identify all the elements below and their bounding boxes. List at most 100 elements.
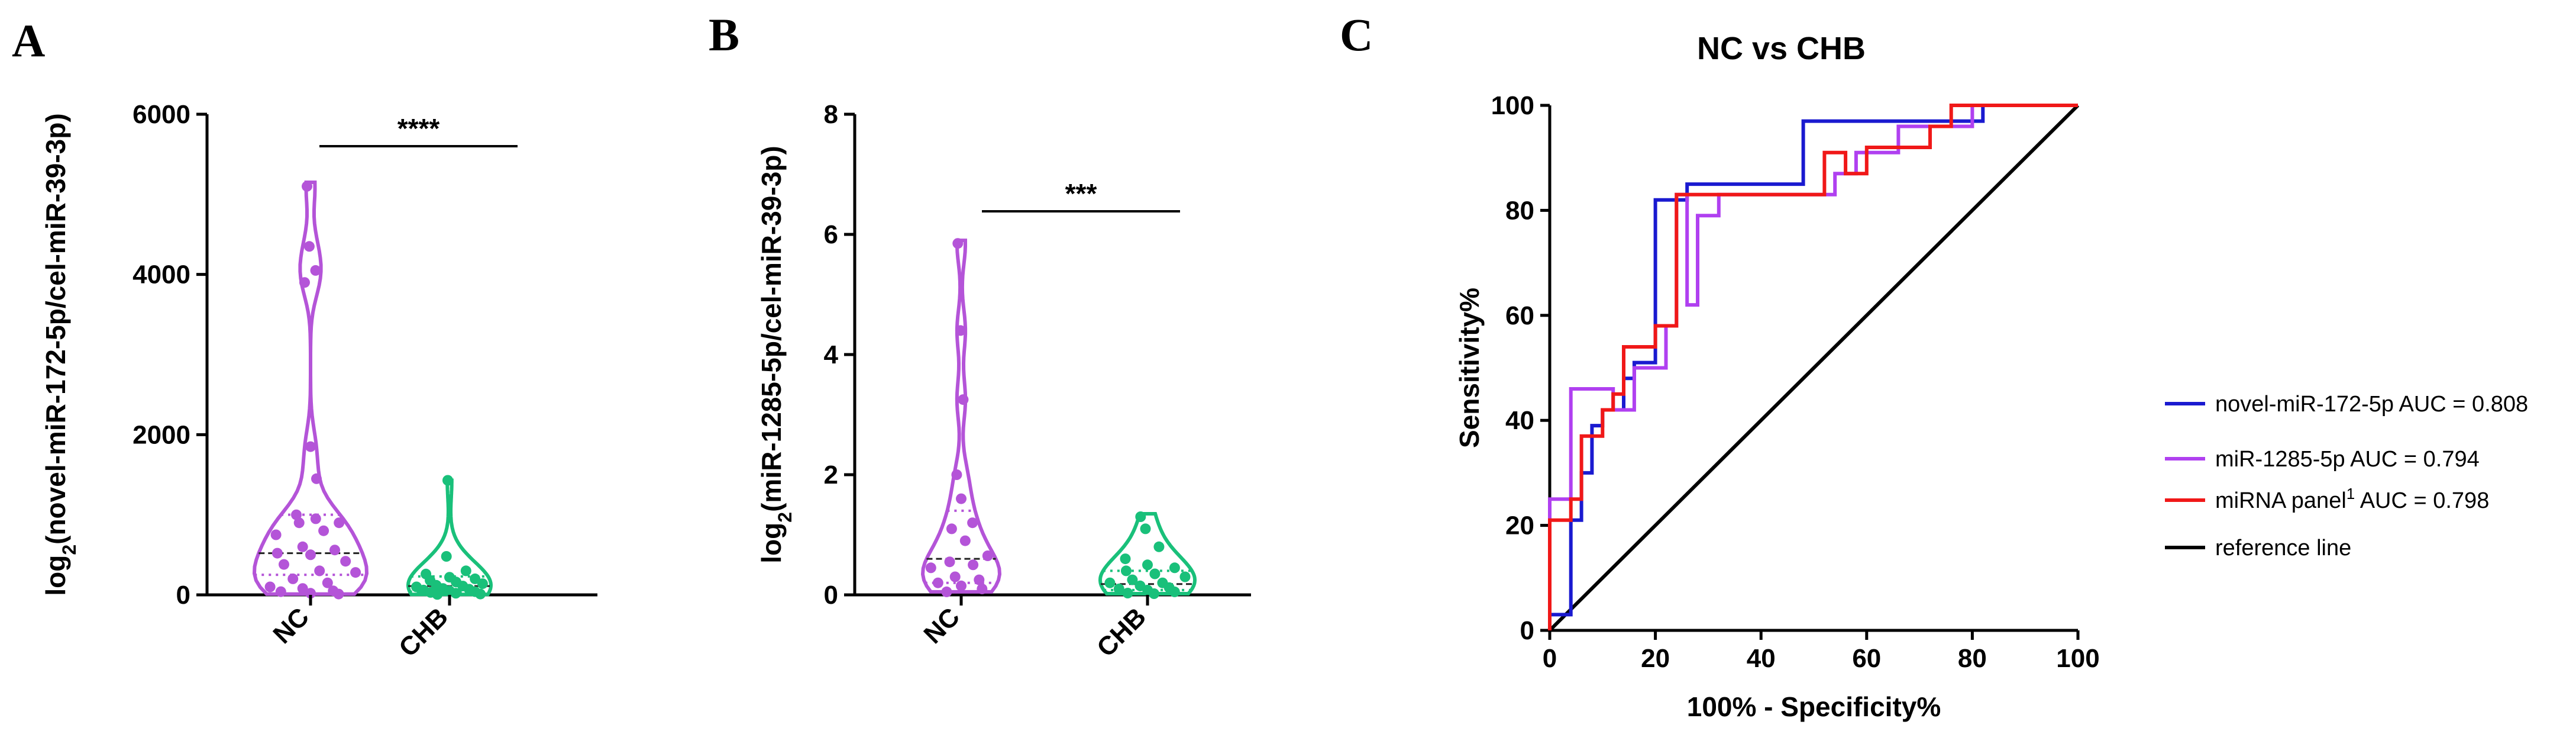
x-tick-label: 20 xyxy=(1641,644,1670,673)
data-point xyxy=(956,493,967,504)
x-tick-label: 100 xyxy=(2056,644,2099,673)
y-axis-label: Sensitivity% xyxy=(1454,288,1485,448)
legend-label: miR-1285-5p AUC = 0.794 xyxy=(2215,447,2480,472)
y-tick-label: 4000 xyxy=(132,260,190,289)
y-tick-label: 40 xyxy=(1505,406,1534,435)
data-point xyxy=(951,469,962,480)
data-point xyxy=(974,574,985,585)
data-point xyxy=(441,551,452,562)
data-point xyxy=(1113,583,1124,594)
data-point xyxy=(279,559,289,570)
y-axis-label: log2(miR-1285-5p/cel-miR-39-3p) xyxy=(756,146,796,563)
y-tick-label: 8 xyxy=(824,100,838,129)
roc-curve-1 xyxy=(1548,104,2078,630)
panel-letter-a: A xyxy=(12,15,45,66)
data-point xyxy=(1140,523,1151,534)
data-point xyxy=(297,583,308,594)
data-point xyxy=(949,571,961,582)
data-point xyxy=(944,556,955,568)
data-point xyxy=(310,265,321,276)
data-point xyxy=(1169,586,1180,597)
y-tick-label: 60 xyxy=(1505,301,1534,330)
x-tick-label-nc: NC xyxy=(918,602,965,649)
roc-curve-3 xyxy=(1548,104,2078,630)
data-point xyxy=(470,573,481,584)
y-tick-label: 4 xyxy=(824,340,839,369)
violin-chart-a: 0 2000 4000 6000 log2(novel-miR-172-5p/cel-m… xyxy=(40,100,597,662)
data-point xyxy=(310,513,321,524)
data-point xyxy=(305,549,316,561)
data-point xyxy=(1120,553,1131,565)
data-point xyxy=(287,573,299,584)
data-point xyxy=(959,535,971,546)
legend-label: novel-miR-172-5p AUC = 0.808 xyxy=(2215,392,2528,417)
data-point xyxy=(1169,562,1180,574)
data-point xyxy=(958,394,969,405)
data-point xyxy=(297,541,308,552)
data-point xyxy=(432,589,443,600)
data-point xyxy=(1120,565,1132,577)
data-point xyxy=(982,550,993,561)
data-point xyxy=(1135,511,1146,522)
data-point xyxy=(302,181,312,192)
data-point xyxy=(322,577,333,588)
data-point xyxy=(311,473,322,484)
data-point xyxy=(329,545,340,556)
data-point xyxy=(967,517,978,529)
data-point xyxy=(291,509,302,520)
data-point xyxy=(955,325,966,336)
data-point xyxy=(350,567,361,578)
data-point xyxy=(952,238,964,249)
data-point xyxy=(334,517,345,529)
significance-label: *** xyxy=(1065,178,1097,209)
data-point xyxy=(968,559,979,571)
data-point xyxy=(946,523,957,534)
y-tick-label: 6000 xyxy=(132,100,190,129)
panel-letter-c: C xyxy=(1340,9,1373,60)
y-tick-label: 0 xyxy=(824,581,838,610)
data-point xyxy=(1142,559,1153,571)
data-point xyxy=(303,241,315,252)
reference-line xyxy=(1548,104,2080,632)
y-tick-label: 80 xyxy=(1505,196,1534,225)
legend-label: miRNA panel1 AUC = 0.798 xyxy=(2215,485,2489,513)
y-tick-label: 100 xyxy=(1491,91,1534,120)
data-point xyxy=(1104,577,1116,588)
data-point xyxy=(340,556,351,567)
x-tick-label-chb: CHB xyxy=(393,602,454,662)
y-tick-label: 6 xyxy=(824,220,838,249)
data-point xyxy=(272,548,283,559)
data-point xyxy=(442,475,453,486)
data-point xyxy=(477,578,488,590)
legend-label: reference line xyxy=(2215,536,2351,561)
data-point xyxy=(1149,568,1161,579)
data-point xyxy=(475,588,486,600)
panel-letter-b: B xyxy=(709,9,739,60)
x-tick-label: 40 xyxy=(1747,644,1776,673)
data-point xyxy=(1149,588,1159,599)
data-point xyxy=(305,588,316,599)
data-point xyxy=(1127,574,1138,585)
data-point xyxy=(264,581,276,592)
data-point xyxy=(318,525,329,536)
x-tick-label-nc: NC xyxy=(267,602,315,649)
data-point xyxy=(1122,588,1133,598)
x-axis-label: 100% - Specificity% xyxy=(1687,691,1941,722)
data-point xyxy=(314,565,325,577)
significance-label: **** xyxy=(397,113,440,144)
data-point xyxy=(305,441,316,452)
data-point xyxy=(293,517,305,529)
data-point xyxy=(1153,541,1165,552)
data-point xyxy=(275,586,286,597)
data-point xyxy=(1179,571,1191,582)
data-point xyxy=(333,588,344,600)
data-point xyxy=(450,588,461,599)
data-point xyxy=(941,586,952,597)
x-tick-label: 0 xyxy=(1543,644,1557,673)
data-point xyxy=(270,529,282,540)
y-tick-label: 20 xyxy=(1505,511,1534,540)
data-point xyxy=(956,580,967,591)
data-point xyxy=(299,277,310,288)
y-axis-label: log2(novel-miR-172-5p/cel-miR-39-3p) xyxy=(40,113,80,595)
